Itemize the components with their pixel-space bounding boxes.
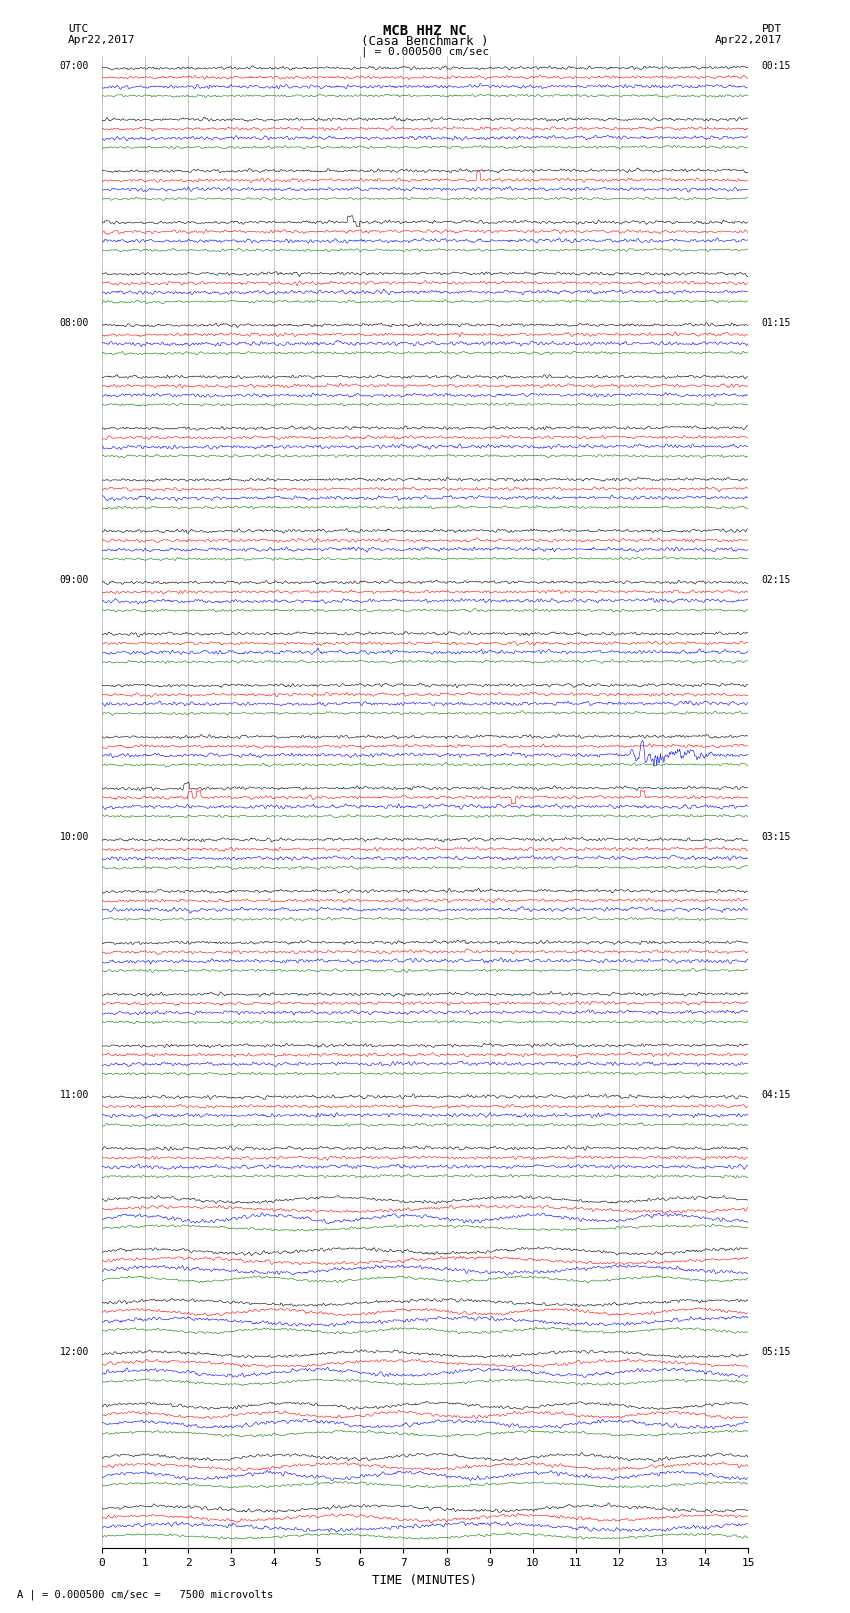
Text: 04:15: 04:15	[761, 1090, 790, 1100]
Text: 05:15: 05:15	[761, 1347, 790, 1357]
Text: Apr22,2017: Apr22,2017	[715, 35, 782, 45]
Text: Apr22,2017: Apr22,2017	[68, 35, 135, 45]
X-axis label: TIME (MINUTES): TIME (MINUTES)	[372, 1574, 478, 1587]
Text: 00:15: 00:15	[761, 61, 790, 71]
Text: 08:00: 08:00	[60, 318, 89, 327]
Text: (Casa Benchmark ): (Casa Benchmark )	[361, 35, 489, 48]
Text: 01:15: 01:15	[761, 318, 790, 327]
Text: 07:00: 07:00	[60, 61, 89, 71]
Text: 03:15: 03:15	[761, 832, 790, 842]
Text: MCB HHZ NC: MCB HHZ NC	[383, 24, 467, 39]
Text: UTC: UTC	[68, 24, 88, 34]
Text: | = 0.000500 cm/sec: | = 0.000500 cm/sec	[361, 47, 489, 58]
Text: 10:00: 10:00	[60, 832, 89, 842]
Text: PDT: PDT	[762, 24, 782, 34]
Text: 09:00: 09:00	[60, 576, 89, 586]
Text: 11:00: 11:00	[60, 1090, 89, 1100]
Text: 02:15: 02:15	[761, 576, 790, 586]
Text: 12:00: 12:00	[60, 1347, 89, 1357]
Text: A | = 0.000500 cm/sec =   7500 microvolts: A | = 0.000500 cm/sec = 7500 microvolts	[17, 1589, 273, 1600]
